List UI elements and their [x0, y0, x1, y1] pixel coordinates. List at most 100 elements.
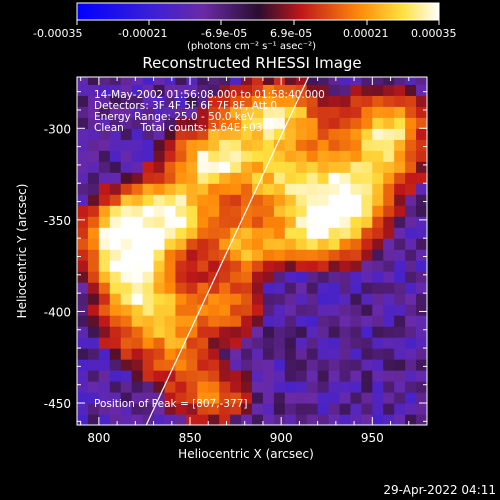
heatmap-cell — [197, 106, 209, 118]
heatmap-cell — [120, 128, 133, 140]
heatmap-cell — [230, 315, 242, 327]
heatmap-cell — [120, 84, 133, 96]
heatmap-cell — [87, 315, 100, 327]
heatmap-cell — [405, 414, 417, 425]
heatmap-cell — [87, 84, 100, 96]
heatmap-cell — [208, 293, 220, 305]
heatmap-cell — [394, 238, 406, 250]
heatmap-cell — [328, 172, 341, 184]
heatmap-cell — [306, 403, 319, 415]
heatmap-cell — [262, 216, 275, 228]
heatmap-cell — [306, 337, 319, 349]
heatmap-cell — [77, 271, 89, 283]
heatmap-cell — [383, 84, 395, 96]
heatmap-cell — [197, 403, 209, 415]
heatmap-cell — [109, 172, 122, 184]
heatmap-cell — [197, 392, 209, 404]
heatmap-cell — [284, 84, 297, 96]
heatmap-cell — [317, 370, 330, 382]
heatmap-cell — [219, 205, 231, 217]
heatmap-cell — [262, 77, 275, 85]
x-tick-label: 850 — [179, 431, 202, 445]
heatmap-cell — [372, 128, 384, 140]
heatmap-cell — [416, 370, 427, 382]
heatmap-cell — [175, 370, 187, 382]
heatmap-cell — [273, 238, 286, 250]
heatmap-cell — [142, 161, 155, 173]
heatmap-cell — [317, 84, 330, 96]
heatmap-cell — [186, 282, 198, 294]
heatmap-cell — [416, 282, 427, 294]
heatmap-cell — [98, 227, 111, 239]
heatmap-cell — [262, 205, 275, 217]
heatmap-cell — [284, 348, 297, 360]
footer-timestamp: 29-Apr-2022 04:11 — [383, 483, 496, 497]
heatmap-cell — [197, 249, 209, 261]
heatmap-cell — [98, 381, 111, 393]
heatmap-cell — [186, 260, 198, 272]
heatmap-cell — [120, 370, 133, 382]
heatmap-cell — [142, 403, 155, 415]
heatmap-cell — [87, 227, 100, 239]
heatmap-cell — [394, 249, 406, 261]
heatmap-cell — [241, 216, 253, 228]
heatmap-cell — [241, 150, 253, 162]
heatmap-cell — [87, 271, 100, 283]
heatmap-cell — [350, 117, 362, 129]
heatmap-cell — [372, 260, 384, 272]
heatmap-cell — [328, 161, 341, 173]
heatmap-cell — [273, 128, 286, 140]
heatmap-cell — [98, 117, 111, 129]
heatmap-cell — [284, 172, 297, 184]
heatmap-cell — [262, 381, 275, 393]
heatmap-cell — [306, 359, 319, 371]
annotation-energy-range: Energy Range: 25.0 - 50.0 keV — [94, 111, 255, 123]
heatmap-cell — [339, 227, 352, 239]
heatmap-cell — [197, 205, 209, 217]
plot-frame — [76, 76, 428, 426]
heatmap-cell — [87, 348, 100, 360]
heatmap-cell — [416, 315, 427, 327]
heatmap-cell — [306, 414, 319, 425]
heatmap-cell — [219, 260, 231, 272]
heatmap-cell — [109, 95, 122, 107]
heatmap-cell — [120, 337, 133, 349]
heatmap-cell — [394, 150, 406, 162]
heatmap-cell — [405, 150, 417, 162]
heatmap-cell — [175, 128, 187, 140]
heatmap-cell — [164, 117, 177, 129]
heatmap-cell — [208, 194, 220, 206]
heatmap-cell — [416, 238, 427, 250]
heatmap-cell — [98, 161, 111, 173]
heatmap-cell — [219, 139, 231, 151]
heatmap-cell — [252, 150, 264, 162]
heatmap-cell — [186, 359, 198, 371]
heatmap-cell — [394, 359, 406, 371]
heatmap-cell — [98, 403, 111, 415]
heatmap-cell — [120, 194, 133, 206]
heatmap-cell — [142, 315, 155, 327]
heatmap-cell — [131, 260, 144, 272]
heatmap-cell — [175, 150, 187, 162]
heatmap-cell — [262, 304, 275, 316]
heatmap-cell — [273, 403, 286, 415]
heatmap-cell — [98, 238, 111, 250]
heatmap-cell — [416, 414, 427, 425]
heatmap-cell — [350, 370, 362, 382]
heatmap-cell — [252, 227, 264, 239]
heatmap-cell — [142, 84, 155, 96]
heatmap-cell — [175, 414, 187, 425]
heatmap-cell — [208, 414, 220, 425]
heatmap-cell — [262, 161, 275, 173]
heatmap-cell — [273, 77, 286, 85]
heatmap-cell — [77, 95, 89, 107]
heatmap-cell — [416, 381, 427, 393]
heatmap-cell — [230, 249, 242, 261]
heatmap-cell — [405, 117, 417, 129]
heatmap-cell — [405, 161, 417, 173]
heatmap-cell — [131, 106, 144, 118]
heatmap-cell — [350, 282, 362, 294]
heatmap-cell — [328, 326, 341, 338]
heatmap-cell — [350, 161, 362, 173]
heatmap-cell — [109, 183, 122, 195]
